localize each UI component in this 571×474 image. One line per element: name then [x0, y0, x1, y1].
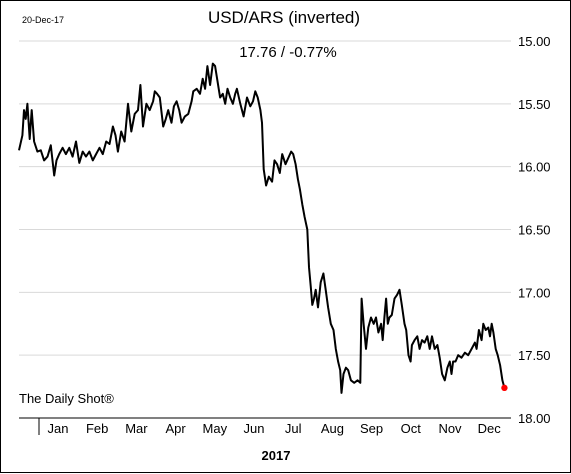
x-tick-label: May	[203, 421, 228, 436]
chart-date: 20-Dec-17	[22, 15, 64, 25]
grid-lines	[19, 40, 511, 419]
y-axis-ticks: 15.00 15.50 16.00 16.50 17.00 17.50 18.00	[518, 34, 551, 426]
y-tick-label: 16.50	[518, 223, 551, 238]
y-tick-label: 16.00	[518, 160, 551, 175]
chart-subtitle: 17.76 / -0.77%	[239, 44, 337, 61]
x-tick-label: Mar	[125, 421, 148, 436]
y-tick-label: 15.00	[518, 34, 551, 49]
series	[18, 62, 508, 394]
x-tick-label: Feb	[86, 421, 108, 436]
x-axis: Jan Feb Mar Apr May Jun Jul Aug Sep Oct Nov Dec	[19, 417, 511, 436]
x-tick-label: Jul	[285, 421, 302, 436]
x-tick-label: Oct	[401, 421, 422, 436]
source-label: The Daily Shot®	[19, 391, 114, 406]
chart-title: USD/ARS (inverted)	[208, 8, 360, 27]
y-tick-label: 17.50	[518, 348, 551, 363]
last-point-marker	[501, 384, 508, 392]
x-tick-label: Aug	[321, 421, 344, 436]
x-tick-label: Apr	[165, 421, 186, 436]
year-label: 2017	[262, 448, 291, 463]
series-line	[18, 62, 506, 394]
y-tick-label: 15.50	[518, 97, 551, 112]
x-tick-label: Jun	[244, 421, 265, 436]
x-tick-label: Nov	[438, 421, 462, 436]
x-tick-label: Sep	[360, 421, 383, 436]
y-tick-label: 18.00	[518, 411, 551, 426]
y-tick-label: 17.00	[518, 285, 551, 300]
x-tick-label: Dec	[478, 421, 502, 436]
x-tick-label: Jan	[48, 421, 69, 436]
